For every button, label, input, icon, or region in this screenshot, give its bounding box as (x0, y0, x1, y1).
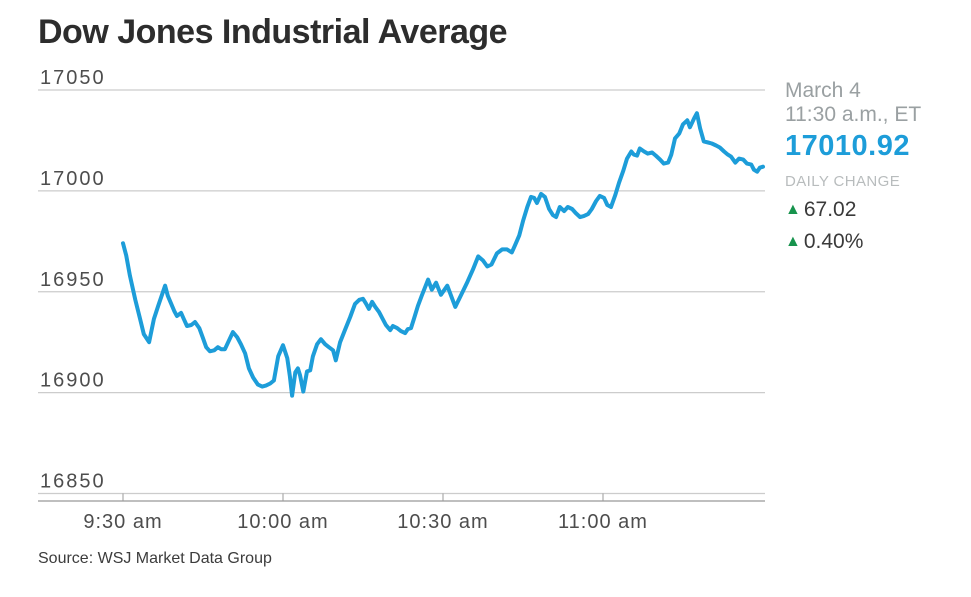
quote-date: March 4 (785, 79, 861, 102)
x-tick-label-10:30 am: 10:30 am (397, 511, 488, 533)
change-percent-row: ▲ 0.40% (785, 230, 967, 254)
x-tick-label-9:30 am: 9:30 am (83, 511, 162, 533)
quote-time: 11:30 a.m., ET (785, 103, 922, 126)
change-points-row: ▲ 67.02 (785, 198, 967, 222)
last-price: 17010.92 (785, 130, 910, 162)
up-arrow-icon: ▲ (785, 201, 801, 218)
x-tick-label-10:00 am: 10:00 am (237, 511, 328, 533)
change-percent-value: 0.40% (803, 230, 864, 253)
daily-change-label: DAILY CHANGE (785, 173, 901, 190)
djia-price-line (121, 111, 765, 398)
y-tick-label-16950: 16950 (40, 269, 106, 291)
y-tick-label-17000: 17000 (40, 168, 106, 190)
change-points-value: 67.02 (803, 198, 857, 221)
y-tick-label-16850: 16850 (40, 471, 106, 493)
page-title: Dow Jones Industrial Average (38, 13, 508, 51)
y-tick-label-17050: 17050 (40, 67, 106, 89)
up-arrow-icon: ▲ (785, 233, 801, 250)
x-tick-label-11:00 am: 11:00 am (558, 511, 648, 533)
source-attribution: Source: WSJ Market Data Group (38, 550, 272, 567)
y-tick-label-16900: 16900 (40, 370, 106, 392)
quote-panel: March 4 11:30 a.m., ET 17010.92 DAILY CH… (785, 79, 967, 254)
